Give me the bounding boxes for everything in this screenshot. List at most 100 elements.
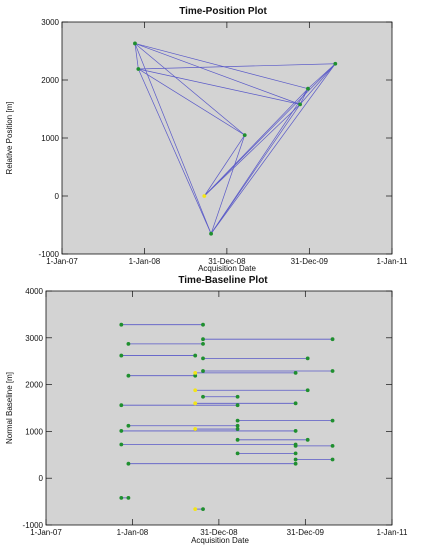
network-link: [138, 63, 336, 70]
pair-end-point: [193, 353, 198, 358]
acquisition-point: [306, 86, 310, 91]
master-pair-start-point: [193, 371, 198, 375]
acquisition-point: [209, 231, 213, 236]
time-position-y-tick-label: 3000: [41, 18, 59, 27]
pair-end-point: [293, 429, 298, 433]
time-baseline-y-tick-label: 1000: [25, 427, 43, 436]
network-link: [210, 134, 246, 234]
pair-end-point: [305, 388, 310, 393]
time-position-x-tick-label: 1-Jan-08: [129, 257, 161, 266]
time-baseline-y-axis-label: Normal Baseline [m]: [5, 372, 14, 444]
pair-start-point: [201, 337, 205, 342]
pair-end-point: [293, 371, 298, 375]
pair-start-point: [119, 429, 124, 433]
time-baseline-x-tick-label: 1-Jan-08: [117, 528, 149, 537]
time-position-x-tick-label: 31-Dec-08: [208, 257, 246, 266]
time-position-y-tick-label: 0: [55, 192, 60, 201]
pair-start-point: [201, 369, 205, 373]
time-position-x-tick-label: 1-Jan-07: [46, 257, 78, 266]
pair-end-point: [235, 427, 240, 431]
master-pair-start-point: [193, 401, 198, 406]
network-link: [134, 43, 245, 136]
pair-end-point: [330, 418, 335, 423]
pair-start-point: [126, 423, 131, 428]
pair-start-point: [126, 373, 131, 378]
time-baseline-title: Time-Baseline Plot: [178, 275, 268, 286]
time-baseline-x-tick-label: 1-Jan-07: [30, 528, 62, 537]
network-link: [138, 68, 212, 234]
time-position-y-axis-label: Relative Position [m]: [5, 102, 14, 175]
time-baseline-plot: Time-Baseline Plot 1-Jan-07 1-Jan-08 31-De…: [5, 275, 408, 545]
pair-end-point: [293, 451, 298, 456]
master-pair-start-point: [193, 427, 198, 431]
time-position-x-tick-label: 31-Dec-09: [291, 257, 329, 266]
network-link: [299, 63, 336, 105]
pair-end-point: [235, 403, 240, 408]
time-baseline-x-ticks: 1-Jan-07 1-Jan-08 31-Dec-08 31-Dec-09 1-Jan-…: [30, 291, 408, 537]
master-acquisition-point: [202, 194, 207, 198]
time-position-x-axis-label: Acquisition Date: [198, 264, 256, 273]
pair-end-point: [293, 461, 298, 466]
pair-start-point: [119, 403, 124, 408]
pair-start-point: [119, 495, 124, 500]
pair-end-point: [235, 394, 240, 399]
time-baseline-y-tick-label: 2000: [25, 381, 43, 390]
time-position-y-tick-label: 1000: [41, 134, 59, 143]
network-link: [210, 104, 301, 234]
pair-end-point: [193, 373, 198, 378]
network-link: [299, 88, 309, 105]
pair-end-point: [293, 401, 298, 406]
pair-start-point: [235, 451, 240, 456]
acquisition-point: [136, 67, 141, 71]
time-baseline-y-tick-label: 3000: [25, 334, 43, 343]
pair-start-point: [126, 461, 131, 466]
time-position-plot: Time-Position Plot 1-Jan-07 1-Jan-08 31-De…: [5, 6, 408, 273]
time-position-plot-area: [62, 22, 392, 254]
network-link: [204, 63, 336, 197]
acquisition-point: [333, 61, 338, 66]
time-position-title: Time-Position Plot: [179, 6, 267, 17]
pair-end-point: [330, 369, 335, 373]
pair-start-point: [201, 394, 205, 399]
time-baseline-y-tick-label: 0: [39, 474, 44, 483]
master-pair-start-point: [193, 507, 198, 511]
pair-end-point: [305, 356, 310, 361]
time-position-links: [134, 43, 336, 234]
pair-start-point: [119, 353, 124, 358]
time-baseline-points: [119, 322, 335, 511]
time-baseline-y-tick-label: 4000: [25, 287, 43, 296]
pair-end-point: [305, 437, 310, 442]
time-position-y-tick-label: 2000: [41, 76, 59, 85]
network-link: [210, 88, 309, 234]
pair-start-point: [235, 418, 240, 423]
time-position-x-ticks: 1-Jan-07 1-Jan-08 31-Dec-08 31-Dec-09 1-Jan-…: [46, 22, 408, 266]
pair-end-point: [330, 444, 335, 448]
network-link: [134, 43, 301, 105]
time-baseline-links: [121, 324, 333, 510]
network-link: [134, 43, 309, 90]
pair-end-point: [201, 341, 205, 346]
pair-end-point: [126, 495, 131, 500]
time-position-y-tick-label: -1000: [39, 250, 60, 259]
pair-start-point: [119, 322, 124, 327]
pair-start-point: [201, 356, 205, 361]
time-position-y-ticks: -1000 0 1000 2000 3000: [39, 18, 392, 259]
master-pair-start-point: [193, 388, 198, 393]
network-link: [204, 104, 301, 197]
time-baseline-x-tick-label: 1-Jan-11: [377, 528, 409, 537]
acquisition-point: [133, 41, 137, 46]
time-position-points: [133, 41, 338, 236]
pair-start-point: [293, 457, 298, 462]
network-link: [204, 88, 309, 197]
pair-end-point: [201, 322, 205, 327]
pair-end-point: [330, 457, 335, 462]
pair-end-point: [201, 507, 205, 511]
pair-end-point: [330, 337, 335, 342]
time-baseline-y-ticks: -1000 0 1000 2000 3000 4000: [23, 287, 392, 530]
pair-start-point: [293, 444, 298, 448]
time-baseline-x-tick-label: 31-Dec-09: [287, 528, 325, 537]
pair-end-point: [235, 423, 240, 428]
network-link: [138, 68, 301, 105]
acquisition-point: [298, 102, 302, 107]
